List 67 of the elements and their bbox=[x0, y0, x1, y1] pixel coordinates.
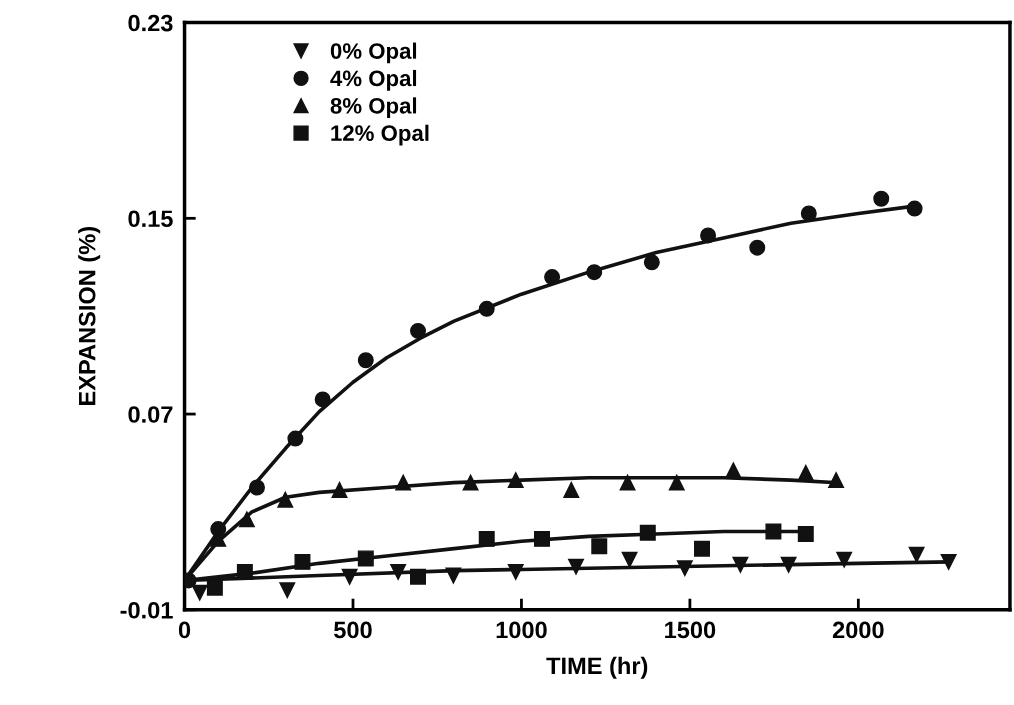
point bbox=[357, 352, 374, 369]
point bbox=[314, 391, 331, 408]
y-axis-title: EXPANSION (%) bbox=[78, 227, 101, 405]
point bbox=[694, 540, 711, 557]
y-tick-label: -0.01 bbox=[120, 601, 173, 619]
point bbox=[621, 551, 638, 568]
x-tick-label: 0 bbox=[178, 621, 191, 639]
point bbox=[643, 254, 660, 271]
point bbox=[873, 190, 890, 207]
point bbox=[507, 472, 524, 489]
y-tick-label: 0.15 bbox=[128, 210, 173, 228]
point bbox=[248, 479, 265, 496]
point bbox=[206, 579, 223, 596]
point bbox=[534, 530, 550, 547]
point bbox=[940, 553, 957, 570]
point bbox=[591, 538, 608, 555]
point bbox=[765, 523, 782, 540]
point bbox=[800, 205, 817, 222]
x-axis-title: TIME (hr) bbox=[546, 656, 648, 679]
point bbox=[395, 474, 412, 491]
point bbox=[797, 525, 814, 542]
point bbox=[341, 568, 358, 585]
point bbox=[390, 563, 407, 580]
point bbox=[586, 264, 603, 281]
point bbox=[700, 227, 717, 244]
point bbox=[568, 558, 585, 575]
point bbox=[410, 568, 427, 585]
point bbox=[238, 511, 255, 528]
point bbox=[780, 556, 797, 573]
point bbox=[294, 553, 311, 570]
point bbox=[725, 462, 742, 479]
point bbox=[507, 563, 524, 580]
x-tick-label: 1000 bbox=[496, 621, 547, 639]
legend-label: 4% Opal bbox=[330, 69, 417, 91]
point bbox=[331, 481, 348, 498]
legend-label: 8% Opal bbox=[330, 97, 417, 119]
point bbox=[279, 582, 296, 599]
point bbox=[619, 474, 636, 491]
point bbox=[277, 491, 294, 508]
point bbox=[191, 584, 208, 601]
legend-label: 0% Opal bbox=[330, 42, 417, 64]
point bbox=[749, 239, 766, 256]
point bbox=[563, 481, 580, 498]
point bbox=[908, 546, 925, 563]
point bbox=[544, 269, 561, 286]
point bbox=[828, 472, 845, 489]
point bbox=[639, 524, 656, 541]
x-tick-label: 500 bbox=[334, 621, 372, 639]
point bbox=[836, 551, 853, 568]
point bbox=[906, 200, 923, 217]
y-tick-label: 0.23 bbox=[128, 14, 173, 32]
point bbox=[478, 530, 495, 547]
x-tick-label: 1500 bbox=[665, 621, 716, 639]
point bbox=[445, 567, 462, 584]
point bbox=[676, 560, 693, 577]
point bbox=[410, 322, 427, 339]
legend-label: 12% Opal bbox=[331, 124, 429, 146]
point bbox=[462, 474, 479, 491]
point bbox=[236, 563, 253, 580]
x-tick-label: 2000 bbox=[832, 621, 884, 639]
point bbox=[732, 556, 749, 573]
point bbox=[797, 464, 814, 481]
point bbox=[357, 550, 374, 567]
point bbox=[478, 300, 495, 317]
point bbox=[287, 430, 304, 447]
point bbox=[668, 474, 685, 491]
y-tick-label: 0.07 bbox=[128, 406, 173, 423]
